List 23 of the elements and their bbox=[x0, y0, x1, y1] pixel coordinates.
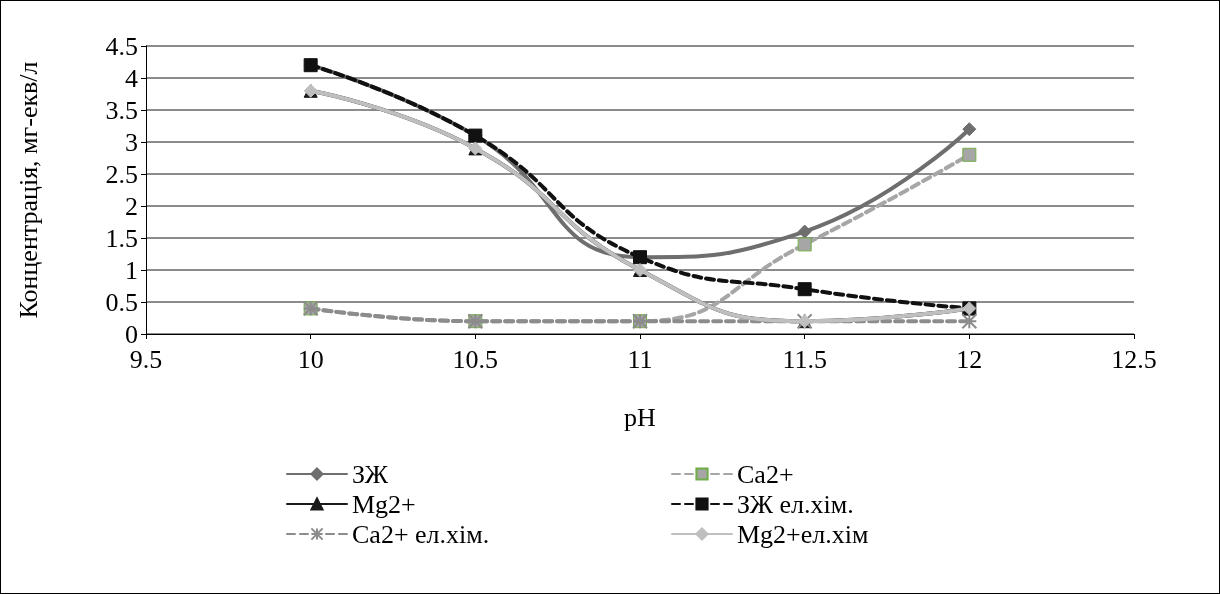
legend-label: Ca2+ bbox=[737, 459, 794, 489]
x-tick-label: 10 bbox=[297, 344, 324, 374]
y-tick-label: 2.5 bbox=[105, 159, 138, 189]
y-tick-label: 2 bbox=[125, 191, 138, 221]
y-tick-label: 1 bbox=[125, 255, 138, 285]
y-tick-label: 1.5 bbox=[105, 223, 138, 253]
y-tick-label: 4 bbox=[125, 63, 138, 93]
x-tick-label: 12 bbox=[956, 344, 983, 374]
legend-label: ЗЖ bbox=[352, 459, 389, 489]
y-tick-label: 3 bbox=[125, 127, 138, 157]
x-tick-label: 12.5 bbox=[1111, 344, 1157, 374]
legend-label: Ca2+ ел.хім. bbox=[352, 519, 490, 549]
y-tick-label: 3.5 bbox=[105, 95, 138, 125]
x-axis-title: pH bbox=[624, 402, 657, 432]
legend-label: Mg2+ bbox=[352, 489, 416, 519]
y-tick-label: 4.5 bbox=[105, 31, 138, 61]
x-tick-label: 11 bbox=[627, 344, 653, 374]
y-tick-label: 0.5 bbox=[105, 287, 138, 317]
x-tick-label: 11.5 bbox=[782, 344, 827, 374]
legend-label: Mg2+ел.хім bbox=[737, 519, 869, 549]
y-axis-title: Концентрація, мг-екв/л bbox=[13, 61, 43, 319]
x-tick-label: 10.5 bbox=[452, 344, 499, 374]
legend-label: ЗЖ ел.хім. bbox=[737, 489, 854, 519]
